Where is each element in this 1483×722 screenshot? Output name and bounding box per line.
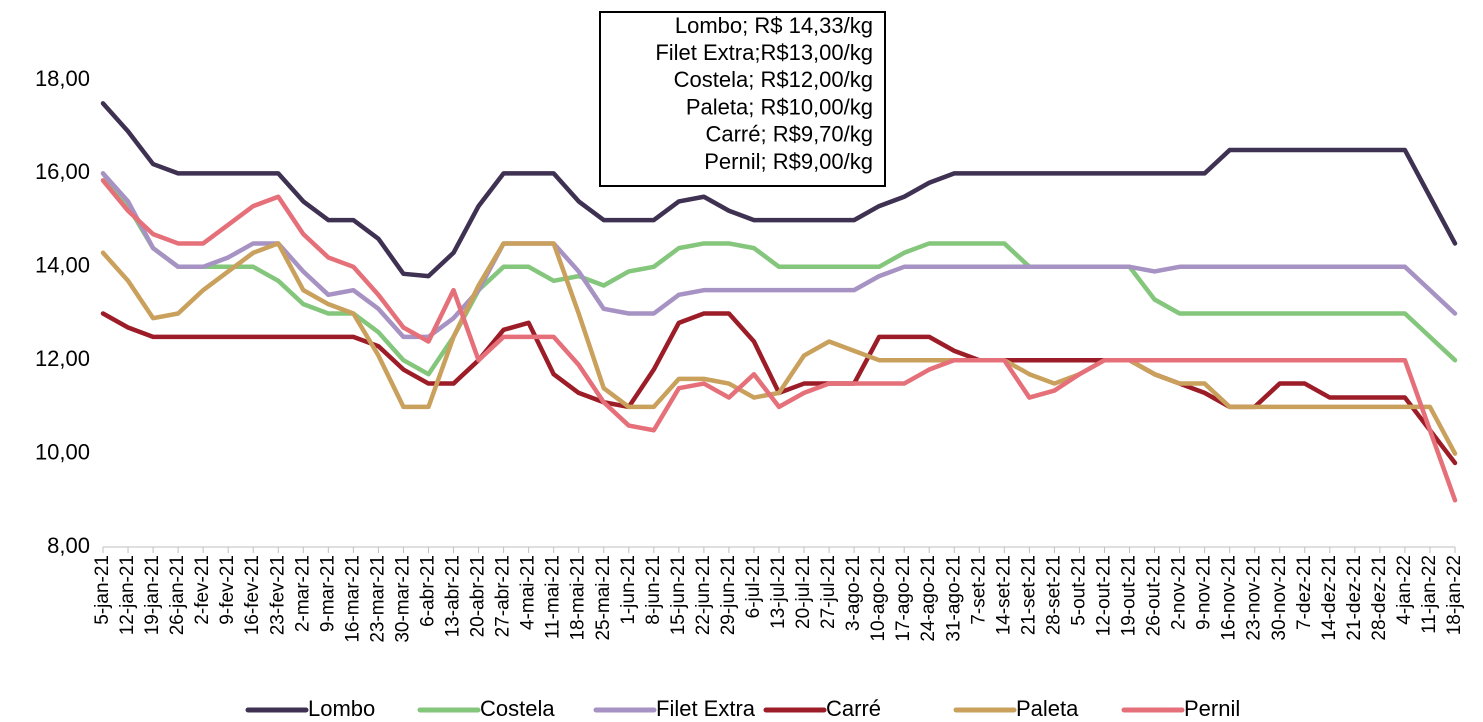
x-tick-label: 2-mar-21 — [292, 555, 313, 632]
x-tick-label: 10-ago-21 — [868, 555, 889, 642]
x-tick-label: 20-abr-21 — [468, 555, 489, 637]
x-tick-label: 22-jun-21 — [693, 555, 714, 635]
series-line — [100, 241, 1458, 456]
y-tick-label: 18,00 — [35, 66, 90, 91]
series-line — [100, 311, 1458, 466]
legend-label: Costela — [480, 696, 555, 721]
x-tick-label: 8-jun-21 — [643, 555, 664, 625]
x-tick-label: 9-nov-21 — [1194, 555, 1215, 630]
x-tick-label: 23-fev-21 — [267, 555, 288, 635]
x-tick-label: 9-fev-21 — [217, 555, 238, 625]
x-tick-label: 2-fev-21 — [192, 555, 213, 625]
legend-label: Lombo — [308, 696, 375, 721]
x-tick-label: 11-mai-21 — [543, 555, 564, 639]
x-tick-label: 16-nov-21 — [1219, 555, 1240, 641]
x-tick-label: 20-jul-21 — [793, 555, 814, 629]
x-tick-label: 5-jan-21 — [92, 555, 113, 625]
series-line — [100, 178, 1458, 503]
annotation-line: Paleta; R$10,00/kg — [686, 94, 873, 119]
annotation-line: Costela; R$12,00/kg — [674, 67, 873, 92]
x-tick-label: 6-jul-21 — [743, 555, 764, 618]
x-tick-label: 3-ago-21 — [843, 555, 864, 631]
x-tick-label: 19-out-21 — [1119, 555, 1140, 636]
x-tick-label: 5-out-21 — [1068, 555, 1089, 626]
y-tick-label: 14,00 — [35, 253, 90, 278]
x-tick-label: 21-set-21 — [1018, 555, 1039, 635]
x-tick-label: 7-dez-21 — [1294, 555, 1315, 630]
annotation-line: Filet Extra;R$13,00/kg — [655, 40, 873, 65]
x-tick-label: 2-nov-21 — [1169, 555, 1190, 630]
x-tick-label: 28-dez-21 — [1369, 555, 1390, 641]
x-tick-label: 18-jan-22 — [1444, 555, 1465, 635]
annotation-box — [599, 11, 886, 187]
x-tick-label: 15-jun-21 — [668, 555, 689, 635]
x-tick-label: 4-mai-21 — [518, 555, 539, 630]
series-line — [100, 101, 1458, 279]
y-tick-label: 16,00 — [35, 159, 90, 184]
x-tick-label: 26-out-21 — [1144, 555, 1165, 636]
x-tick-label: 7-set-21 — [968, 555, 989, 625]
x-tick-label: 12-out-21 — [1093, 555, 1114, 636]
x-tick-label: 17-ago-21 — [893, 555, 914, 642]
x-tick-label: 28-set-21 — [1043, 555, 1064, 635]
annotation-line: Carré; R$9,70/kg — [705, 122, 873, 147]
legend-label: Filet Extra — [656, 696, 756, 721]
annotation-line: Pernil; R$9,00/kg — [704, 149, 873, 174]
x-tick-label: 16-fev-21 — [242, 555, 263, 635]
y-tick-label: 12,00 — [35, 346, 90, 371]
x-tick-label: 29-jun-21 — [718, 555, 739, 635]
x-tick-label: 26-jan-21 — [167, 555, 188, 635]
x-tick-label: 30-mar-21 — [392, 555, 413, 643]
x-tick-label: 11-jan-22 — [1419, 555, 1440, 634]
x-tick-label: 23-nov-21 — [1244, 555, 1265, 641]
x-tick-label: 18-mai-21 — [568, 555, 589, 641]
x-tick-label: 13-jul-21 — [768, 555, 789, 629]
x-tick-label: 27-abr-21 — [493, 555, 514, 637]
legend-label: Paleta — [1016, 696, 1079, 721]
x-tick-label: 6-abr-21 — [417, 555, 438, 627]
x-tick-label: 16-mar-21 — [342, 555, 363, 643]
series-line — [100, 171, 1458, 340]
x-tick-label: 13-abr-21 — [443, 555, 464, 637]
series-line — [100, 171, 1458, 377]
x-tick-label: 21-dez-21 — [1344, 555, 1365, 641]
legend-label: Pernil — [1184, 696, 1240, 721]
x-tick-label: 30-nov-21 — [1269, 555, 1290, 641]
x-tick-label: 14-set-21 — [993, 555, 1014, 635]
x-tick-label: 19-jan-21 — [142, 555, 163, 635]
x-tick-label: 24-ago-21 — [918, 555, 939, 642]
x-tick-label: 27-jul-21 — [818, 555, 839, 629]
annotation-line: Lombo; R$ 14,33/kg — [675, 13, 873, 38]
x-tick-label: 1-jun-21 — [618, 555, 639, 625]
x-tick-label: 4-jan-22 — [1394, 555, 1415, 625]
legend-label: Carré — [826, 696, 881, 721]
x-tick-label: 23-mar-21 — [367, 555, 388, 643]
x-tick-label: 31-ago-21 — [943, 555, 964, 642]
y-tick-label: 10,00 — [35, 439, 90, 464]
y-tick-label: 8,00 — [47, 533, 90, 558]
x-tick-label: 14-dez-21 — [1319, 555, 1340, 641]
x-tick-label: 12-jan-21 — [117, 555, 138, 635]
x-tick-label: 9-mar-21 — [317, 555, 338, 632]
x-tick-label: 25-mai-21 — [593, 555, 614, 641]
